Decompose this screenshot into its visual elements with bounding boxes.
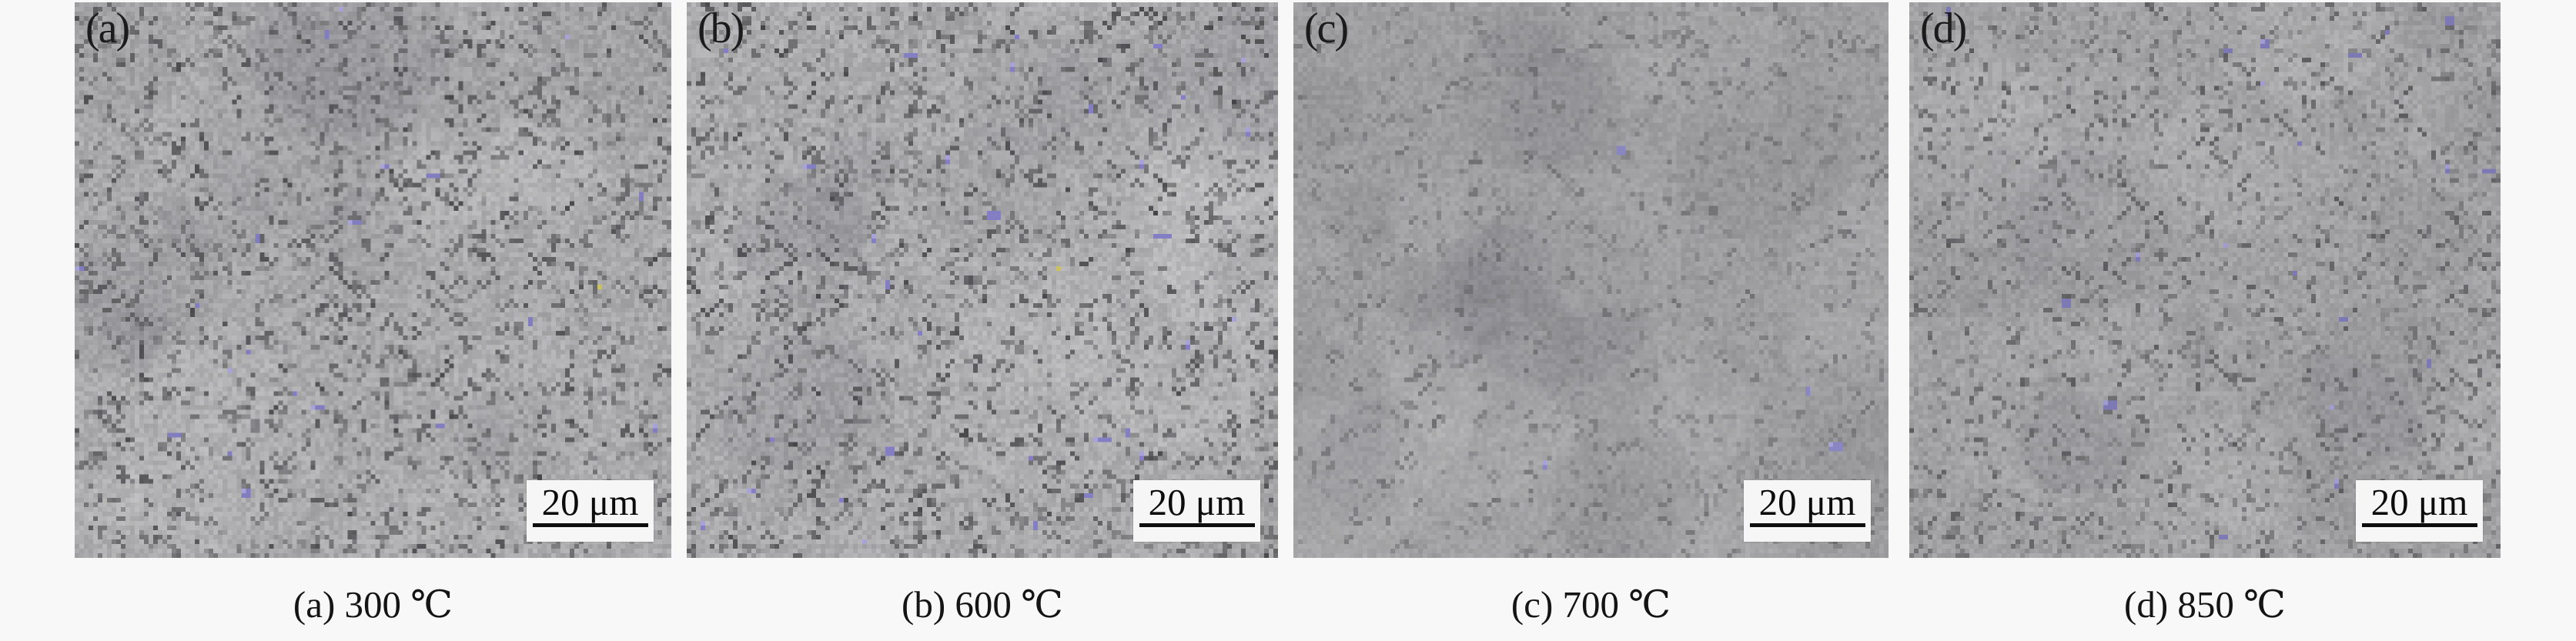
micrograph-panel-b: (b) 20 μm [687, 2, 1278, 558]
scale-bar-label-d: 20 μm [2370, 481, 2468, 523]
micrograph-image-d [1909, 2, 2501, 558]
scale-bar-line-c [1749, 522, 1865, 527]
scale-bar-label-b: 20 μm [1148, 481, 1246, 523]
panel-corner-label-c: (c) [1304, 5, 1349, 52]
panel-corner-label-a: (a) [85, 5, 130, 52]
scale-bar-c: 20 μm [1744, 480, 1871, 542]
scale-bar-label-a: 20 μm [541, 481, 639, 523]
micrograph-image-a [75, 2, 671, 558]
panel-caption-a: (a) 300 ℃ [293, 583, 453, 626]
scale-bar-a: 20 μm [527, 480, 654, 542]
panel-caption-b: (b) 600 ℃ [902, 583, 1063, 626]
micrograph-panel-a: (a) 20 μm [75, 2, 671, 558]
scale-bar-line-a [532, 522, 648, 527]
scale-bar-line-d [2361, 522, 2477, 527]
panel-caption-c: (c) 700 ℃ [1510, 583, 1671, 626]
scale-bar-d: 20 μm [2356, 480, 2483, 542]
scale-bar-label-c: 20 μm [1758, 481, 1856, 523]
panel-corner-label-d: (d) [1920, 5, 1967, 52]
micrograph-panel-d: (d) 20 μm [1909, 2, 2501, 558]
micrograph-panel-c: (c) 20 μm [1293, 2, 1889, 558]
micrograph-image-b [687, 2, 1278, 558]
panel-corner-label-b: (b) [698, 5, 744, 52]
scale-bar-b: 20 μm [1133, 480, 1260, 542]
scale-bar-line-b [1139, 522, 1255, 527]
panel-caption-d: (d) 850 ℃ [2124, 583, 2286, 626]
micrograph-image-c [1293, 2, 1889, 558]
